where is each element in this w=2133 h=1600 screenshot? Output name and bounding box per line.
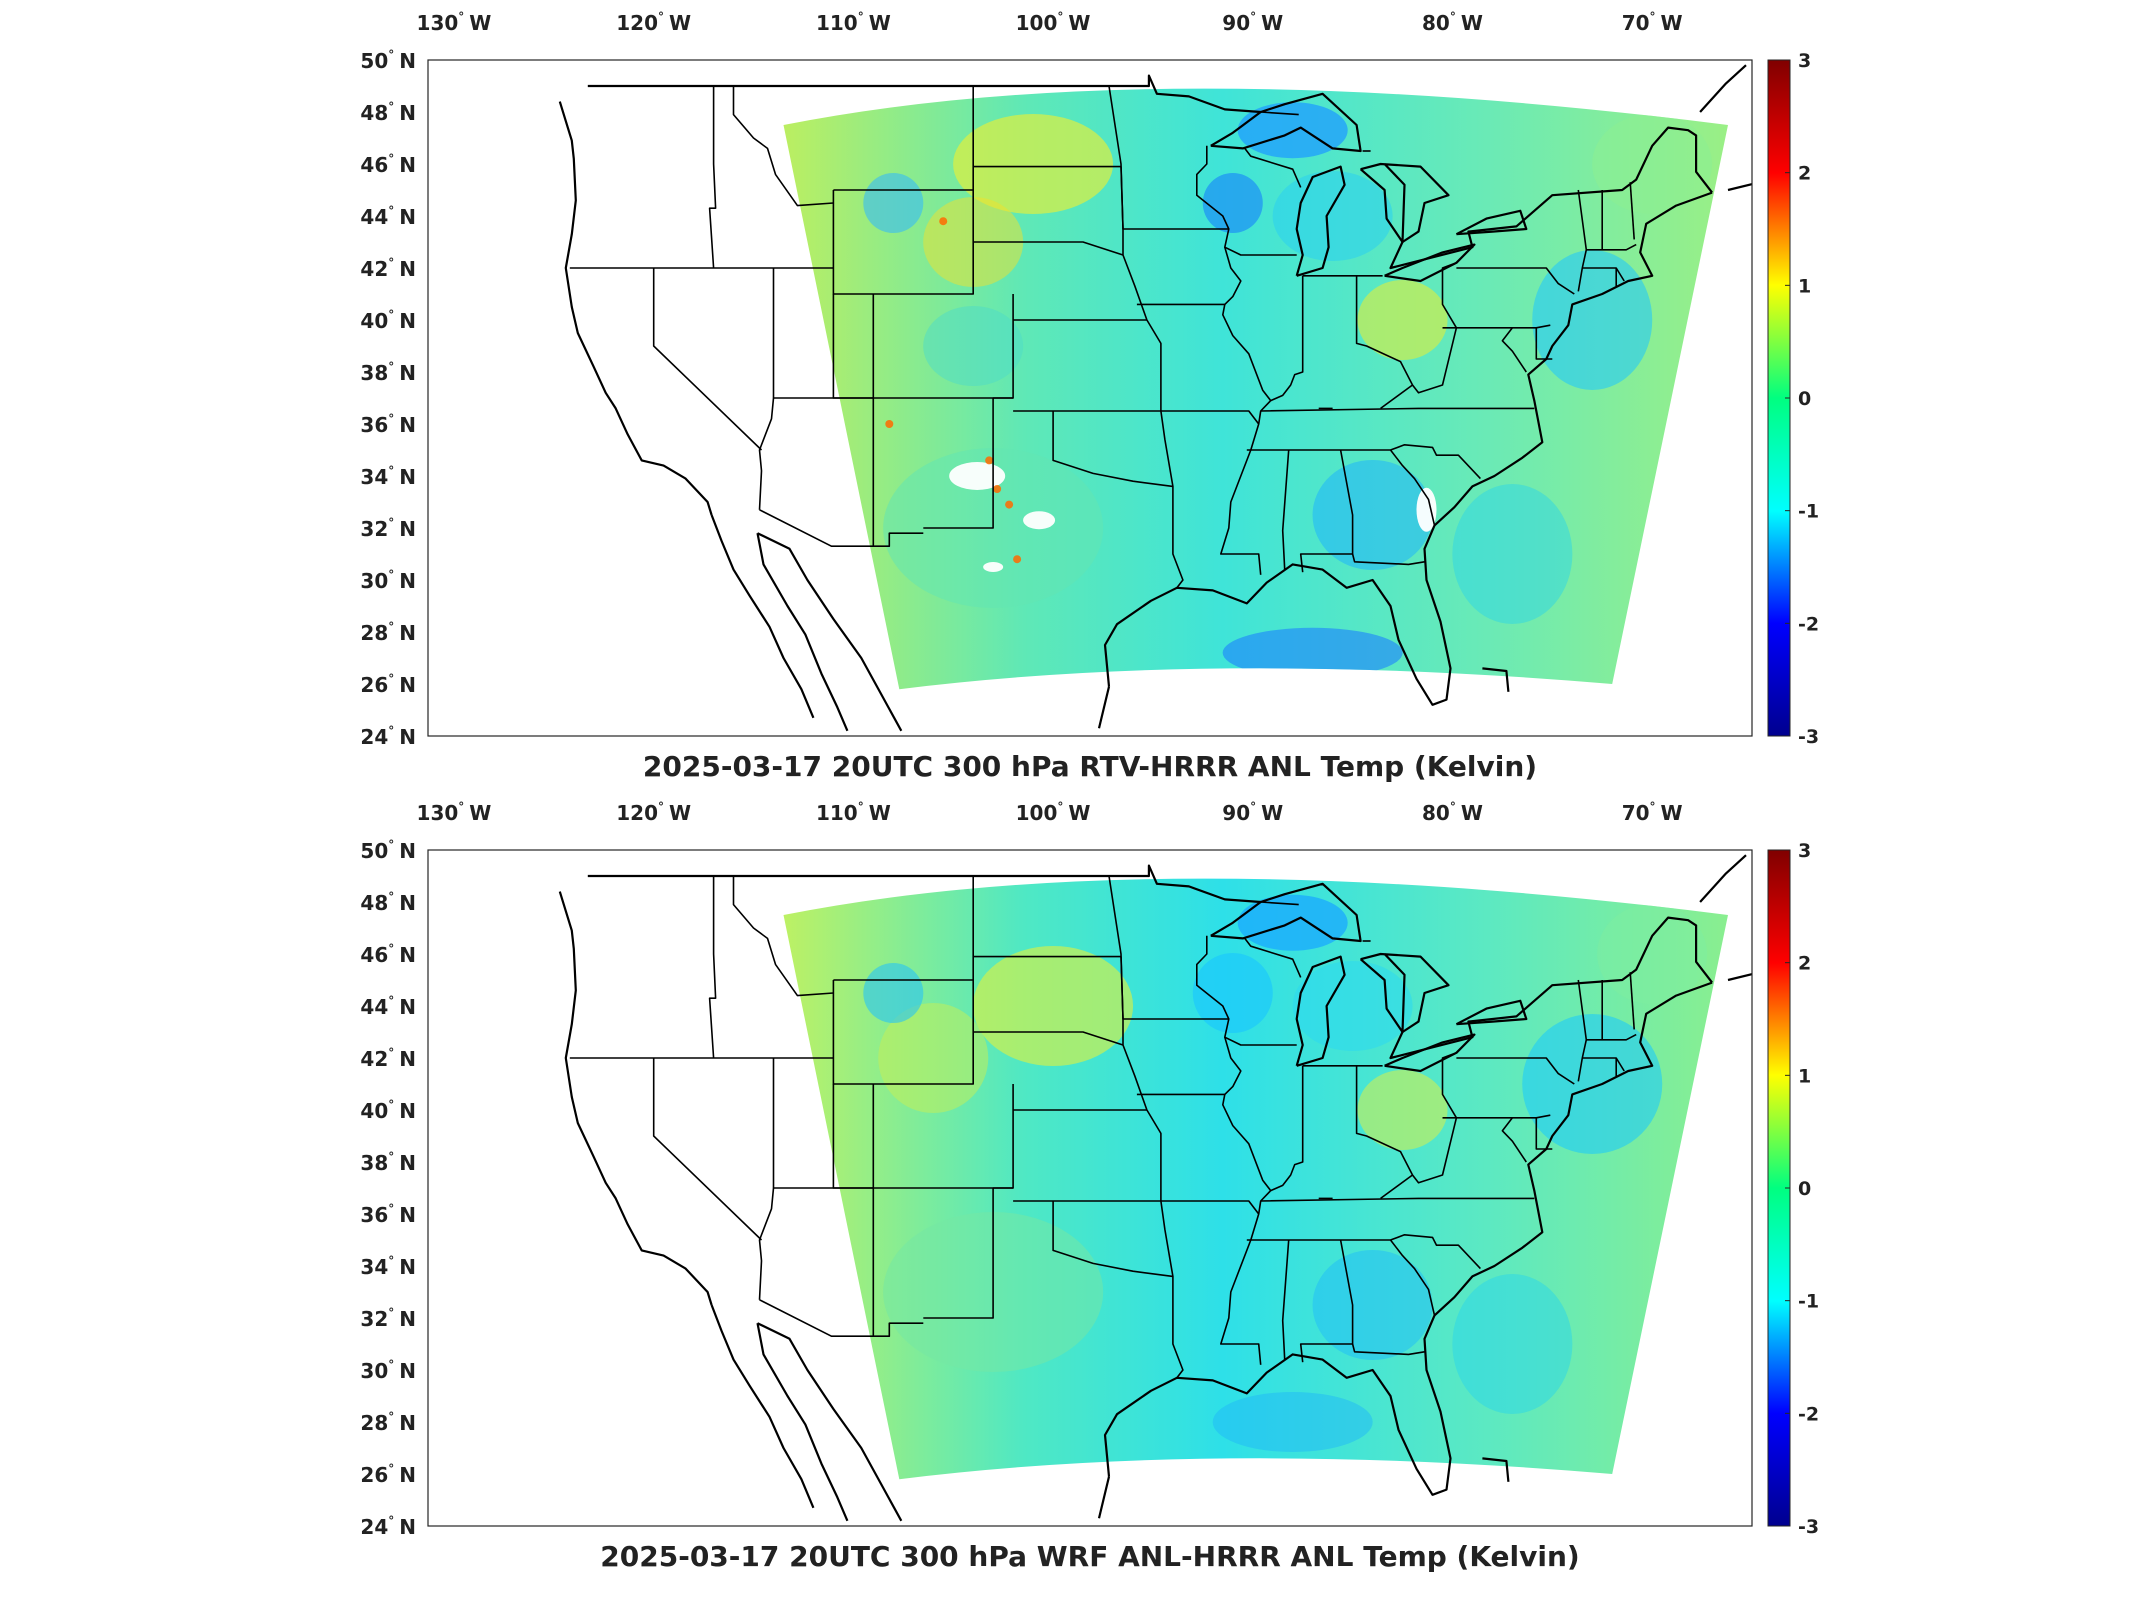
lat-tick-label: 34° N (360, 464, 416, 489)
lat-tick-label: 40° N (360, 308, 416, 333)
colorbar-tick-label: 1 (1798, 1065, 1811, 1087)
lat-tick-label: 34° N (360, 1254, 416, 1279)
lat-tick-label: 46° N (360, 152, 416, 177)
colorbar-tick-label: 3 (1798, 840, 1811, 862)
lon-tick-label: 90° W (1222, 800, 1283, 825)
coastlines-and-borders (558, 64, 1841, 766)
lat-tick-label: 36° N (360, 1202, 416, 1227)
lon-tick-label: 130° W (417, 10, 492, 35)
map-panel-rtv: 130° W 120° W 110° W 100° W 90° W 80° W 70° W 50° N 48° N… (0, 0, 2133, 790)
lon-tick-label: 90° W (1222, 10, 1283, 35)
lat-tick-label: 32° N (360, 516, 416, 541)
lat-tick-label: 26° N (360, 1462, 416, 1487)
lon-tick-label: 100° W (1016, 800, 1091, 825)
lat-tick-label: 36° N (360, 412, 416, 437)
state-borders (569, 875, 1637, 1379)
colorbar-tick-label: -2 (1798, 613, 1819, 635)
lat-tick-label: 24° N (360, 724, 416, 749)
lat-tick-label: 28° N (360, 620, 416, 645)
colorbar-tick-label: -1 (1798, 1291, 1819, 1313)
lon-tick-label: 120° W (616, 10, 691, 35)
lat-tick-label: 46° N (360, 942, 416, 967)
lon-tick-label: 110° W (816, 10, 891, 35)
colorbar-tick-label: 3 (1798, 50, 1811, 72)
lat-tick-label: 32° N (360, 1306, 416, 1331)
lon-tick-label: 70° W (1622, 800, 1683, 825)
map-figure-0: 130° W 120° W 110° W 100° W 90° W 80° W 70° W 50° N 48° N… (0, 0, 2133, 790)
lon-tick-label: 110° W (816, 800, 891, 825)
lon-tick-label: 80° W (1422, 800, 1483, 825)
lat-tick-label: 40° N (360, 1098, 416, 1123)
lat-tick-label: 44° N (360, 994, 416, 1019)
lat-tick-label: 28° N (360, 1410, 416, 1435)
lon-tick-label: 70° W (1622, 10, 1683, 35)
lon-tick-label: 80° W (1422, 10, 1483, 35)
colorbar-tick-label: 0 (1798, 1178, 1811, 1200)
lat-tick-label: 38° N (360, 1150, 416, 1175)
lat-tick-label: 30° N (360, 1358, 416, 1383)
lat-tick-label: 42° N (360, 256, 416, 281)
temperature-difference-field (783, 878, 1728, 1480)
lat-tick-label: 50° N (360, 838, 416, 863)
lat-tick-label: 38° N (360, 360, 416, 385)
lat-tick-label: 26° N (360, 672, 416, 697)
lon-tick-label: 120° W (616, 800, 691, 825)
map-panel-wrf: 130° W 120° W 110° W 100° W 90° W 80° W 70° W 50° N 48° N… (0, 790, 2133, 1580)
lat-tick-label: 44° N (360, 204, 416, 229)
map-figure-1: 130° W 120° W 110° W 100° W 90° W 80° W 70° W 50° N 48° N… (0, 790, 2133, 1580)
state-borders (569, 85, 1637, 589)
panel-title: 2025-03-17 20UTC 300 hPa WRF ANL-HRRR AN… (600, 1540, 1579, 1573)
lat-tick-label: 30° N (360, 568, 416, 593)
map-axes-frame (427, 59, 1753, 737)
colorbar-tick-label: -3 (1798, 726, 1819, 748)
colorbar-tick-label: 1 (1798, 275, 1811, 297)
colorbar-tick-label: 2 (1798, 163, 1811, 185)
lat-tick-label: 24° N (360, 1514, 416, 1539)
colorbar-tick-label: 2 (1798, 953, 1811, 975)
colorbar-tick-label: 0 (1798, 388, 1811, 410)
colorbar-tick-label: -1 (1798, 501, 1819, 523)
lat-tick-label: 48° N (360, 890, 416, 915)
lat-tick-label: 42° N (360, 1046, 416, 1071)
colorbar-tick-label: -3 (1798, 1516, 1819, 1538)
colorbar-tick-label: -2 (1798, 1403, 1819, 1425)
lat-tick-label: 50° N (360, 48, 416, 73)
lon-tick-label: 130° W (417, 800, 492, 825)
lat-tick-label: 48° N (360, 100, 416, 125)
panel-title: 2025-03-17 20UTC 300 hPa RTV-HRRR ANL Te… (643, 750, 1537, 783)
lon-tick-label: 100° W (1016, 10, 1091, 35)
map-axes-frame (427, 849, 1753, 1527)
